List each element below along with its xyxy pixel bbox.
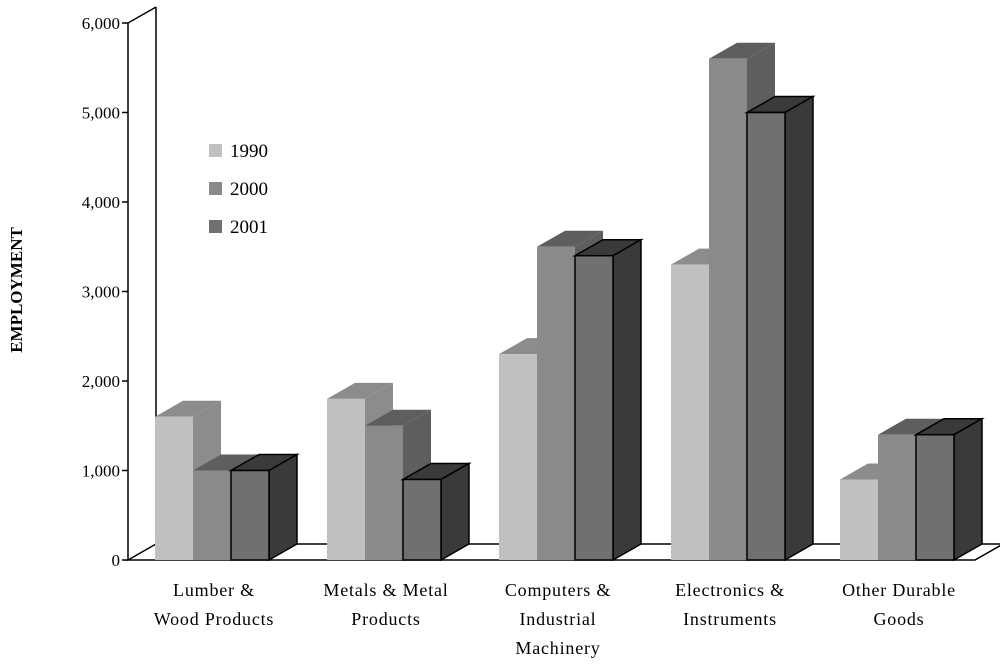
y-tick-label: 3,000 <box>82 283 120 302</box>
x-tick-label: Wood Products <box>154 609 274 629</box>
x-tick-label: Electronics & <box>675 580 785 600</box>
x-tick-label: Other Durable <box>842 580 956 600</box>
y-axis-line <box>127 6 157 560</box>
bar <box>228 453 300 562</box>
x-tick-label: Metals & Metal <box>323 580 448 600</box>
x-tick-label: Instruments <box>683 609 777 629</box>
x-tick-label: Industrial <box>520 609 597 629</box>
x-axis-categories: Lumber & Wood Products Metals & Metal Produ… <box>154 580 956 658</box>
legend-item: 1990 <box>209 141 268 162</box>
bar <box>913 417 985 562</box>
bar <box>744 95 816 562</box>
y-tick-label: 1,000 <box>82 462 120 481</box>
legend-swatch <box>209 144 222 157</box>
legend-swatch <box>209 182 222 195</box>
y-tick-label: 4,000 <box>82 193 120 212</box>
bars <box>155 42 985 562</box>
x-tick-label: Goods <box>873 609 924 629</box>
y-axis-ticks: 0 1,000 2,000 3,000 4,000 5,000 6,000 <box>82 14 128 570</box>
legend-item: 2000 <box>209 179 268 200</box>
x-tick-label: Computers & <box>505 580 611 600</box>
legend-swatch <box>209 220 222 233</box>
y-tick-label: 5,000 <box>82 104 120 123</box>
legend-label: 2000 <box>230 179 268 200</box>
y-axis-label: EMPLOYMENT <box>7 227 26 353</box>
bar <box>400 462 472 562</box>
y-tick-label: 2,000 <box>82 372 120 391</box>
legend-item: 2001 <box>209 217 268 238</box>
y-tick-label: 6,000 <box>82 14 120 33</box>
legend-label: 2001 <box>230 217 268 238</box>
x-tick-label: Products <box>351 609 420 629</box>
bar <box>572 238 644 562</box>
x-tick-label: Lumber & <box>173 580 255 600</box>
y-tick-label: 0 <box>112 551 121 570</box>
legend: 1990 2000 2001 <box>209 141 268 238</box>
x-tick-label: Machinery <box>515 638 600 658</box>
legend-label: 1990 <box>230 141 268 162</box>
